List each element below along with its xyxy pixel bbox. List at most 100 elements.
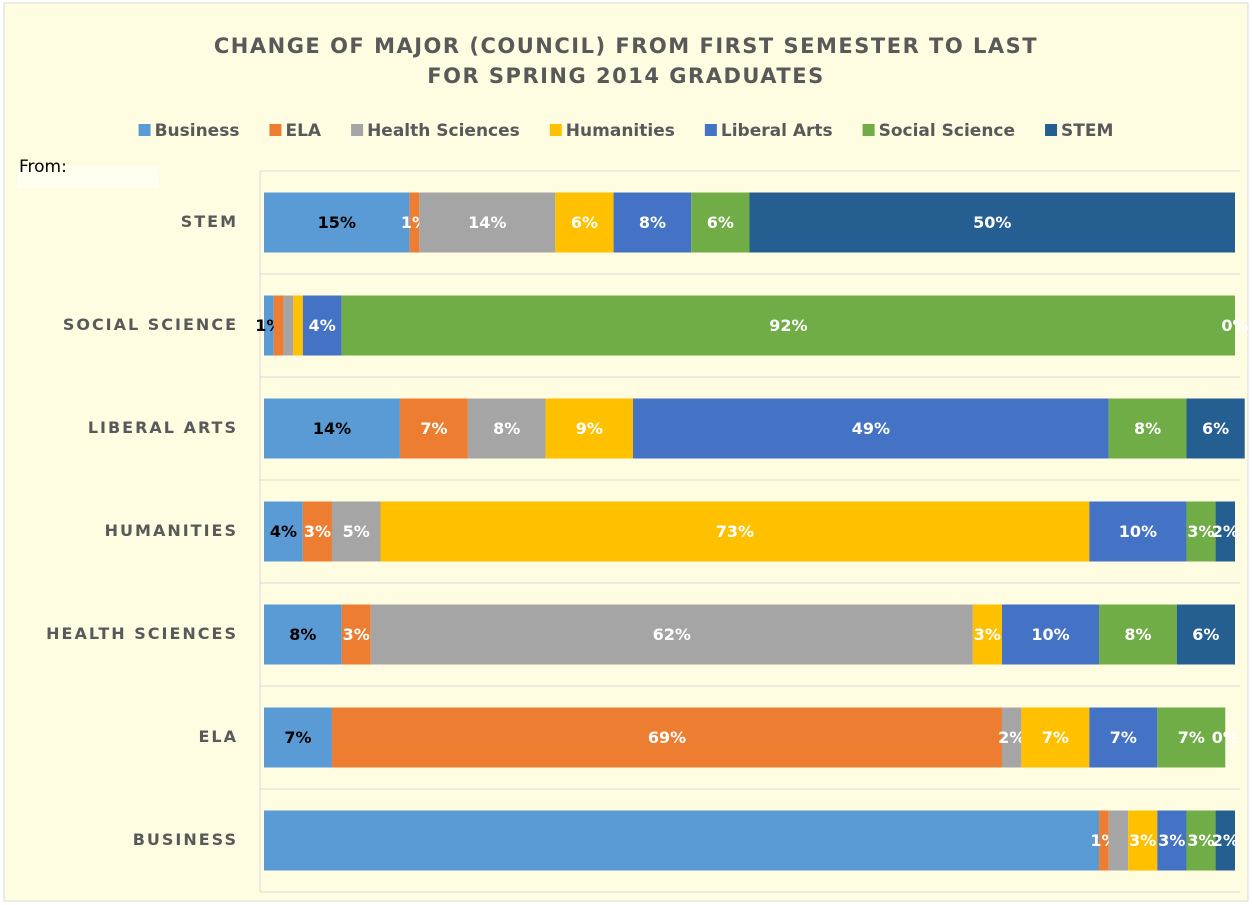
data-label: 0% <box>1221 316 1248 335</box>
legend-swatch <box>862 124 875 136</box>
bar-segment <box>1215 810 1235 871</box>
bar-segment <box>1186 398 1245 459</box>
bar-segment <box>419 192 556 253</box>
data-label: 4% <box>270 522 297 541</box>
legend-label: Business <box>155 121 240 141</box>
bar-segment <box>293 295 303 356</box>
legend-label: ELA <box>285 121 321 141</box>
y-tick-label: ELA <box>198 727 238 746</box>
data-label: 4% <box>309 316 336 335</box>
bar-segment <box>1186 501 1216 562</box>
data-label: 2% <box>998 728 1025 747</box>
chart-title: CHANGE OF MAJOR (COUNCIL) FROM FIRST SEM… <box>214 34 1038 58</box>
data-label: 3% <box>343 625 370 644</box>
y-tick-label: LIBERAL ARTS <box>88 418 238 437</box>
bar-segment <box>341 295 1235 356</box>
bar-segment <box>467 398 546 459</box>
bar-segment <box>1176 604 1235 665</box>
y-tick-label: STEM <box>181 212 238 231</box>
bar-segment <box>972 604 1002 665</box>
data-label: 2% <box>1212 522 1239 541</box>
bar-segment <box>632 398 1109 459</box>
bar-segment <box>1001 604 1100 665</box>
data-label: 69% <box>648 728 686 747</box>
data-label: 3% <box>304 522 331 541</box>
data-label: 8% <box>493 419 520 438</box>
data-label: 62% <box>653 625 691 644</box>
bar-segment <box>399 398 468 459</box>
bar-segment <box>545 398 633 459</box>
bar-segment <box>409 192 420 253</box>
data-label: 50% <box>973 213 1011 232</box>
data-label: 92% <box>769 316 807 335</box>
bar-segment <box>691 192 750 253</box>
bar-segment <box>1099 810 1109 871</box>
data-label: 6% <box>1202 419 1229 438</box>
bar-segment <box>1001 707 1022 768</box>
bar-segment <box>264 501 303 562</box>
bar-segment <box>302 295 342 356</box>
data-label: 6% <box>1192 625 1219 644</box>
chart-title: FOR SPRING 2014 GRADUATES <box>427 64 824 88</box>
legend-swatch <box>351 124 364 136</box>
bar-segment <box>264 810 1100 871</box>
annotation: From: <box>19 157 67 177</box>
data-label: 8% <box>639 213 666 232</box>
bar-segment <box>331 707 1002 768</box>
bar-segment <box>331 501 381 562</box>
data-label: 7% <box>284 728 311 747</box>
bar-segment <box>264 707 332 768</box>
legend-swatch <box>549 124 562 136</box>
bar-segment <box>264 192 410 253</box>
bar-segment <box>1157 810 1187 871</box>
y-tick-label: HEALTH SCIENCES <box>46 624 238 643</box>
legend-label: STEM <box>1061 121 1113 141</box>
data-label: 10% <box>1119 522 1157 541</box>
y-tick-label: HUMANITIES <box>105 521 238 540</box>
bar-segment <box>283 295 294 356</box>
bar-segment <box>1099 604 1177 665</box>
data-label: 3% <box>1187 831 1214 850</box>
data-label: 7% <box>1178 728 1205 747</box>
data-label: 15% <box>318 213 356 232</box>
legend-swatch <box>1045 124 1058 136</box>
data-label: 14% <box>468 213 506 232</box>
bar-segment <box>1157 707 1226 768</box>
bar-segment <box>1128 810 1158 871</box>
bar-segment <box>273 295 284 356</box>
bar-segment <box>613 192 692 253</box>
annotation-box <box>17 166 159 188</box>
bar-segment <box>1089 707 1158 768</box>
data-label: 3% <box>974 625 1001 644</box>
bar-segment <box>1021 707 1090 768</box>
data-label: 7% <box>1110 728 1137 747</box>
legend-swatch <box>704 124 717 136</box>
y-tick-label: BUSINESS <box>133 830 238 849</box>
data-label: 7% <box>420 419 447 438</box>
data-label: 0% <box>1212 728 1239 747</box>
bar-segment <box>264 295 274 356</box>
bar-segment <box>370 604 973 665</box>
data-label: 2% <box>1212 831 1239 850</box>
bar-segment <box>555 192 614 253</box>
data-label: 3% <box>1129 831 1156 850</box>
data-label: 8% <box>289 625 316 644</box>
data-label: 49% <box>852 419 890 438</box>
bar-segment <box>302 501 332 562</box>
data-label: 10% <box>1031 625 1069 644</box>
bar-segment <box>264 604 342 665</box>
data-label: 8% <box>1124 625 1151 644</box>
legend-label: Social Science <box>879 121 1015 141</box>
data-label: 3% <box>1187 522 1214 541</box>
data-label: 5% <box>343 522 370 541</box>
data-label: 7% <box>1042 728 1069 747</box>
bar-segment <box>1108 398 1187 459</box>
y-tick-label: SOCIAL SCIENCE <box>63 315 238 334</box>
legend-label: Liberal Arts <box>721 121 833 141</box>
bar-segment <box>1186 810 1216 871</box>
legend-swatch <box>138 124 151 136</box>
data-label: 14% <box>313 419 351 438</box>
bar-segment <box>380 501 1090 562</box>
bar-segment <box>341 604 371 665</box>
